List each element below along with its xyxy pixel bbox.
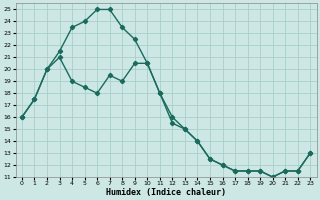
X-axis label: Humidex (Indice chaleur): Humidex (Indice chaleur) — [106, 188, 226, 197]
